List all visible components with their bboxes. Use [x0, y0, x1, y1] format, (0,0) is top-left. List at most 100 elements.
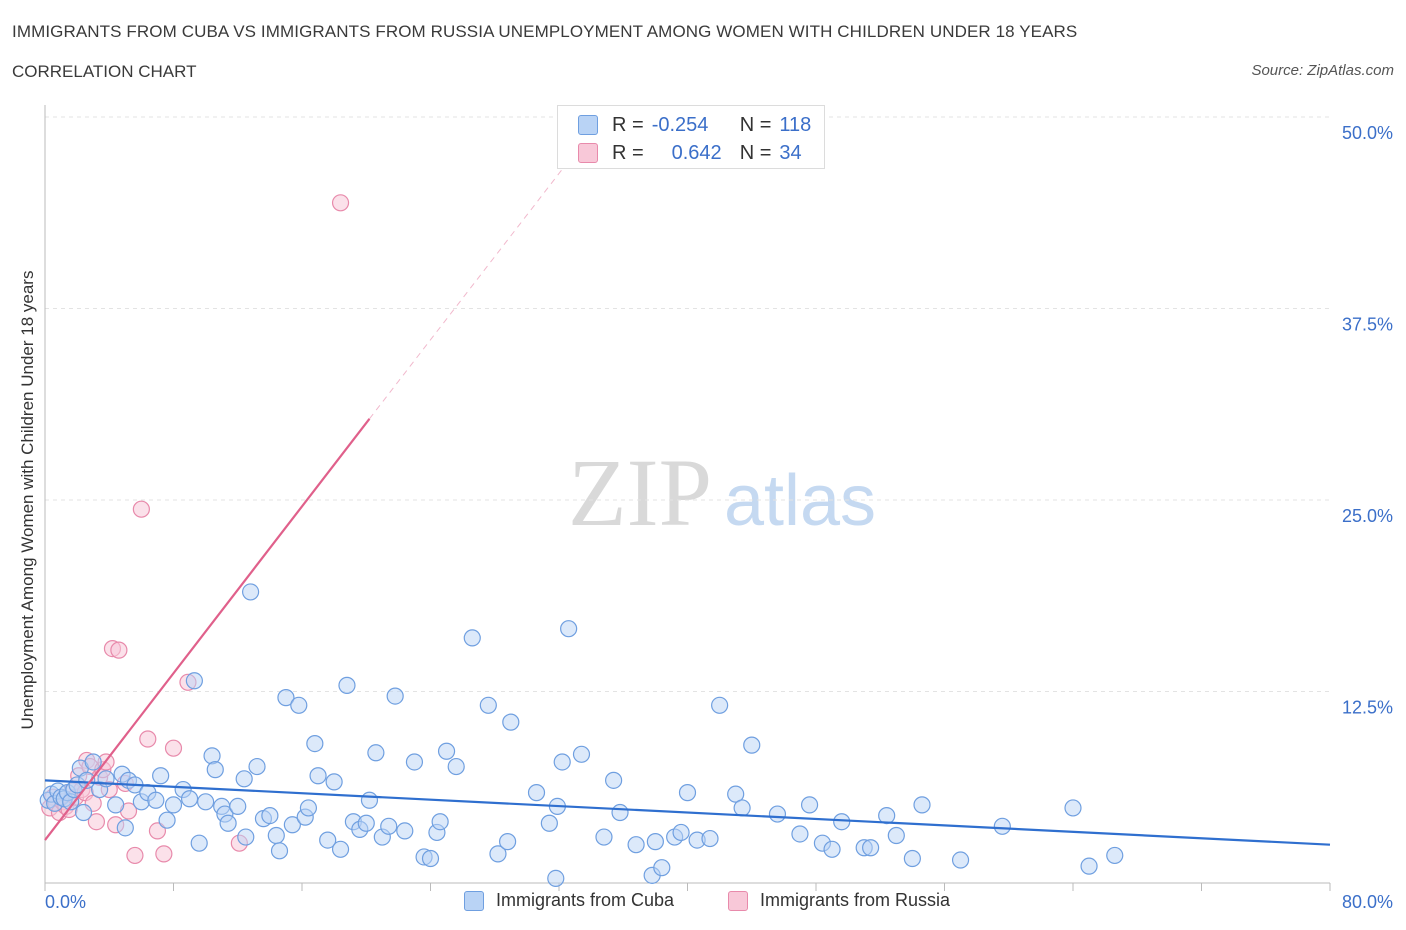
legend-russia-swatch: [728, 890, 748, 911]
cuba-point-68: [421, 849, 440, 868]
watermark-atlas: atlas: [724, 461, 876, 541]
cuba-point-94: [678, 784, 697, 802]
cuba-point-40: [242, 583, 260, 601]
cuba-point-77: [502, 713, 520, 731]
cuba-point-12: [78, 771, 96, 789]
cuba-point-101: [768, 805, 787, 823]
russia-r-value: 0.642: [671, 141, 722, 164]
cuba-r-value: -0.254: [651, 113, 709, 136]
cuba-point-70: [431, 813, 449, 831]
cuba-point-23: [147, 791, 165, 809]
cuba-point-46: [277, 689, 295, 707]
cuba-point-93: [672, 823, 690, 842]
gridlines: [45, 116, 1330, 692]
cuba-point-108: [862, 839, 880, 857]
chart-subtitle: CORRELATION CHART: [12, 62, 197, 81]
cuba-point-117: [1106, 846, 1124, 865]
cuba-point-115: [1064, 799, 1082, 817]
cuba-point-91: [653, 859, 671, 877]
legend-cuba-swatch: [464, 890, 484, 911]
axes: [44, 105, 1331, 891]
cuba-n-value: 118: [779, 113, 812, 136]
cuba-point-113: [951, 851, 970, 869]
cuba-point-90: [646, 833, 664, 851]
cuba-point-71: [437, 742, 456, 760]
cuba-point-59: [357, 814, 375, 832]
russia-point-33: [331, 194, 350, 212]
cuba-trend-line: [44, 779, 1331, 846]
cuba-point-75: [489, 845, 507, 863]
russia-point-28: [148, 822, 167, 840]
cuba-point-43: [261, 806, 279, 825]
tick-labels: 12.5% 25.0% 37.5% 50.0% 0.0% 80.0%: [45, 123, 1393, 912]
x-tick-label-0: 0.0%: [45, 892, 86, 912]
cuba-point-100: [743, 736, 761, 754]
cuba-point-76: [499, 833, 517, 851]
cuba-point-52: [309, 767, 327, 785]
cuba-point-79: [540, 814, 558, 832]
cuba-point-112: [913, 796, 931, 814]
cuba-point-116: [1080, 857, 1098, 875]
cuba-point-110: [887, 826, 905, 845]
y-tick-label-0: 12.5%: [1342, 698, 1393, 718]
cuba-point-65: [396, 822, 414, 840]
source-credit: Source: ZipAtlas.com: [1251, 62, 1394, 79]
cuba-point-28: [180, 790, 199, 808]
cuba-point-25: [158, 811, 176, 829]
y-axis-label: Unemployment Among Women with Children U…: [18, 271, 37, 730]
cuba-point-39: [235, 770, 253, 788]
russia-point-25: [126, 846, 144, 865]
cuba-point-87: [611, 803, 629, 822]
cuba-point-74: [479, 696, 497, 714]
series-legend: Immigrants from Cuba Immigrants from Rus…: [0, 890, 1406, 916]
cuba-point-99: [733, 799, 751, 817]
russia-point-29: [155, 845, 173, 863]
cuba-point-64: [386, 687, 404, 705]
cuba-point-103: [800, 796, 819, 814]
russia-point-15: [87, 813, 106, 831]
cuba-points: [39, 583, 1124, 888]
watermark-zip: ZIP: [568, 439, 712, 546]
trend-lines: [44, 156, 1331, 846]
cuba-point-85: [595, 828, 613, 846]
stats-row-russia: R = 0.642 N = 34: [578, 139, 802, 167]
y-tick-label-3: 50.0%: [1342, 123, 1393, 143]
cuba-point-63: [380, 817, 398, 835]
legend-russia-label: Immigrants from Russia: [760, 890, 951, 910]
russia-point-30: [164, 739, 183, 757]
cuba-point-88: [627, 836, 645, 854]
cuba-point-36: [219, 814, 237, 832]
cuba-point-80: [547, 869, 565, 888]
cuba-swatch: [578, 115, 598, 135]
y-tick-label-1: 25.0%: [1342, 506, 1393, 526]
cuba-point-11: [74, 803, 93, 822]
watermark: ZIP atlas: [568, 439, 876, 546]
cuba-n-label: N =: [739, 113, 772, 136]
russia-n-label: N =: [739, 141, 772, 164]
cuba-point-78: [527, 784, 546, 802]
cuba-point-51: [306, 734, 324, 753]
cuba-point-98: [727, 785, 745, 803]
cuba-point-16: [107, 796, 125, 814]
cuba-point-31: [197, 793, 215, 811]
cuba-point-106: [833, 813, 851, 831]
cuba-point-50: [299, 799, 318, 817]
cuba-point-54: [325, 773, 343, 791]
cuba-point-66: [405, 753, 424, 771]
russia-swatch: [578, 143, 598, 163]
russia-point-22: [110, 641, 128, 659]
cuba-point-13: [84, 753, 102, 771]
cuba-r-label: R =: [612, 113, 644, 136]
y-tick-label-2: 37.5%: [1342, 315, 1393, 335]
stats-legend: R = -0.254 N = 118 R = 0.642 N = 34: [557, 105, 825, 169]
legend-item-russia: Immigrants from Russia: [728, 890, 950, 911]
cuba-point-105: [823, 840, 841, 858]
cuba-point-38: [237, 828, 255, 846]
cuba-point-56: [338, 676, 356, 694]
cuba-point-55: [331, 840, 350, 858]
cuba-point-24: [152, 767, 170, 785]
russia-point-27: [139, 730, 157, 748]
russia-trend-line: [44, 418, 371, 841]
stats-row-cuba: R = -0.254 N = 118: [578, 111, 811, 139]
